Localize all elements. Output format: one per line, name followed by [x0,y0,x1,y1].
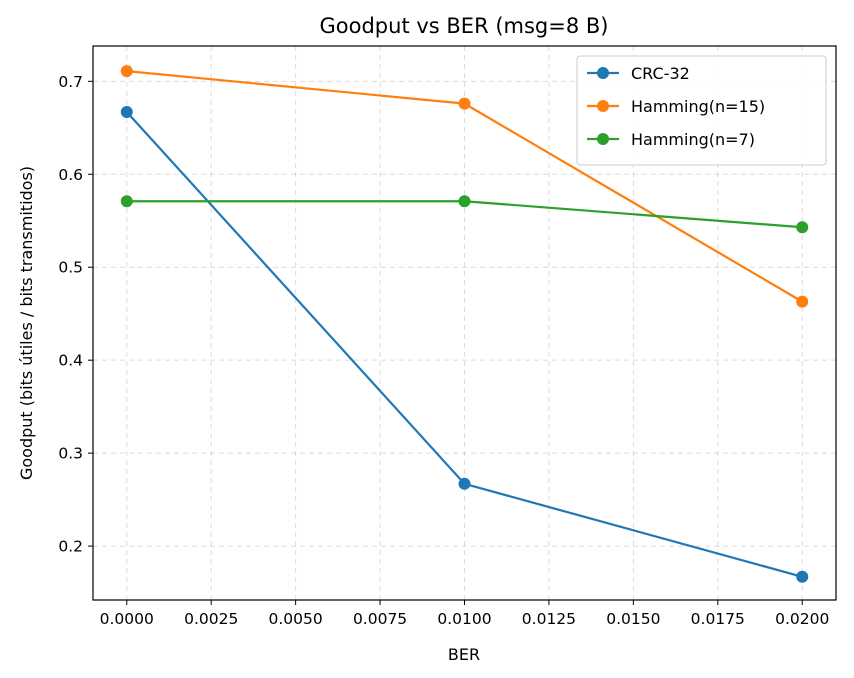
x-tick-label: 0.0100 [437,610,491,628]
y-tick-label: 0.4 [58,352,83,370]
data-point [796,295,809,308]
legend-item: CRC-32 [587,64,690,83]
legend-box [576,55,827,166]
legend: CRC-32 Hamming(n=15) Hamming(n=7) [576,55,827,166]
data-point [120,65,133,78]
x-tick-label: 0.0175 [691,610,745,628]
data-point [120,195,133,208]
x-tick-label: 0.0000 [100,610,154,628]
plot-frame [92,45,837,601]
x-tick-label: 0.0200 [775,610,829,628]
x-tick-label: 0.0050 [269,610,323,628]
legend-label: Hamming(n=7) [631,130,755,149]
series-layer [120,65,809,583]
y-tick-label: 0.5 [58,259,83,277]
y-tick-label: 0.6 [58,166,83,184]
legend-item: Hamming(n=7) [587,130,755,149]
legend-marker [597,133,609,145]
y-axis-ticks: 0.2 0.3 0.4 0.5 0.6 0.7 [58,73,93,556]
data-point [796,221,809,234]
y-tick-label: 0.3 [58,445,83,463]
x-tick-label: 0.0025 [184,610,238,628]
data-point [796,570,809,583]
legend-label: Hamming(n=15) [631,97,765,116]
series-2 [120,195,809,234]
data-point [120,105,133,118]
x-tick-label: 0.0125 [522,610,576,628]
data-point [458,477,471,490]
legend-marker [597,67,609,79]
x-axis-ticks: 0.0000 0.0025 0.0050 0.0075 0.0100 0.0125 0.01… [100,600,829,628]
series-0 [120,105,809,583]
data-point [458,195,471,208]
y-axis-label: Goodput (bits útiles / bits transmitidos… [17,166,36,480]
y-tick-label: 0.7 [58,73,83,91]
legend-label: CRC-32 [631,64,690,83]
x-tick-label: 0.0075 [353,610,407,628]
legend-item: Hamming(n=15) [587,97,765,116]
x-axis-label: BER [448,645,480,664]
y-tick-label: 0.2 [58,538,83,556]
chart-title: Goodput vs BER (msg=8 B) [320,14,609,38]
legend-marker [597,100,609,112]
series-1 [120,65,809,308]
data-point [458,97,471,110]
x-tick-label: 0.0150 [606,610,660,628]
